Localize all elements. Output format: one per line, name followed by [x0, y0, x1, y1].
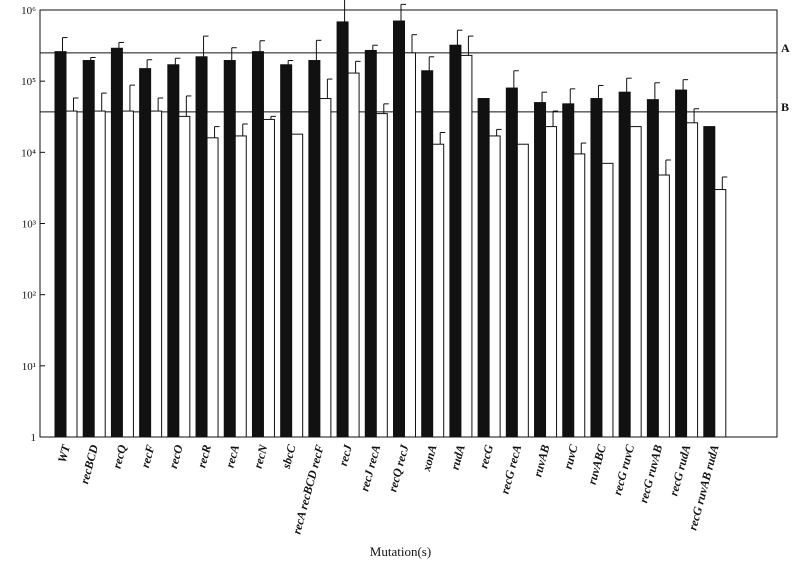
- bar-dark: [308, 60, 321, 438]
- bar-light: [319, 98, 332, 438]
- bar-dark: [393, 20, 405, 438]
- bar-light: [178, 115, 191, 438]
- bar-dark: [590, 98, 603, 438]
- bar-dark: [477, 98, 490, 438]
- bar-light: [629, 126, 642, 438]
- bar-series: [54, 0, 728, 438]
- bar-light: [657, 174, 670, 438]
- x-category-label: recG ruvAB: [636, 443, 665, 504]
- x-category-label: recG ruvC: [610, 442, 637, 496]
- bar-light: [714, 189, 727, 438]
- bar-light: [150, 110, 163, 438]
- x-axis-category-labels: WT recBCD recQ recF recO recR recA recN sbcCrecA…: [55, 442, 722, 536]
- y-tick-label: 10⁴: [21, 147, 36, 159]
- bar-light: [488, 135, 501, 438]
- bar-light: [404, 52, 416, 438]
- bar-dark: [139, 68, 152, 438]
- x-category-label: recQ: [110, 443, 130, 470]
- bar-dark: [251, 51, 264, 438]
- bar-light: [206, 137, 219, 438]
- x-category-label: recN: [251, 442, 271, 470]
- bar-dark: [82, 60, 95, 438]
- x-category-label: xonA: [419, 443, 440, 473]
- bar-dark: [449, 44, 462, 438]
- bar-light: [291, 133, 304, 438]
- bar-light: [545, 126, 558, 438]
- x-category-label: sbcC: [279, 442, 299, 471]
- bar-light: [573, 153, 586, 438]
- x-axis-title: Mutation(s): [370, 544, 431, 559]
- x-category-label: ruvAB: [530, 443, 552, 478]
- x-category-label: recG recA: [498, 443, 525, 495]
- x-category-label: ruvABC: [585, 442, 609, 486]
- bar-dark: [336, 21, 349, 438]
- x-category-label: WT: [55, 443, 73, 465]
- x-category-label: recJ recA: [357, 443, 383, 493]
- x-category-label: recA: [223, 443, 243, 469]
- bar-light: [686, 122, 699, 438]
- y-tick-label: 1: [31, 432, 37, 444]
- bar-light: [93, 110, 106, 438]
- bar-light: [65, 110, 78, 438]
- bar-dark: [421, 70, 434, 438]
- bar-light: [234, 135, 247, 438]
- x-category-label: recG: [476, 443, 496, 470]
- bar-dark: [54, 51, 67, 438]
- x-category-label: recR: [194, 443, 214, 469]
- bar-dark: [364, 49, 377, 438]
- x-category-label: recBCD: [77, 443, 101, 486]
- bar-light: [601, 162, 614, 438]
- bar-light: [460, 54, 473, 438]
- reference-line-label: B: [781, 100, 789, 114]
- bar-dark: [675, 89, 688, 438]
- bar-dark: [618, 91, 631, 438]
- y-tick-label: 10⁶: [21, 5, 36, 17]
- x-category-label: recF: [138, 443, 158, 469]
- bar-light: [516, 143, 529, 438]
- bar-dark: [562, 103, 575, 438]
- bar-light: [262, 118, 275, 438]
- y-axis-ticks: 1 10¹ 10² 10³ 10⁴ 10⁵ 10⁶: [21, 5, 45, 444]
- plot-frame: [39, 9, 778, 438]
- bar-dark: [280, 64, 293, 438]
- bar-dark: [505, 87, 518, 438]
- bar-dark: [110, 47, 123, 438]
- bar-light: [347, 72, 360, 438]
- bar-dark: [167, 64, 180, 438]
- x-category-label: recJ: [336, 442, 355, 467]
- bar-dark: [223, 60, 236, 438]
- x-category-label: ruvC: [561, 442, 581, 470]
- x-category-label: recQ recJ: [385, 442, 411, 493]
- bar-dark: [534, 102, 547, 438]
- x-category-label: recO: [166, 443, 186, 470]
- y-tick-label: 10³: [22, 219, 37, 231]
- y-tick-label: 10¹: [22, 361, 36, 373]
- x-category-label: recG rudA: [666, 443, 693, 497]
- bar-dark: [703, 126, 716, 438]
- x-category-label: rudA: [448, 443, 468, 471]
- bar-light: [375, 113, 388, 438]
- y-tick-label: 10⁵: [21, 76, 36, 88]
- bar-light: [121, 110, 134, 438]
- bar-dark: [646, 99, 659, 438]
- y-tick-label: 10²: [22, 290, 37, 302]
- reference-line-label: A: [781, 41, 790, 55]
- bar-light: [432, 143, 445, 438]
- bar-dark: [195, 56, 208, 438]
